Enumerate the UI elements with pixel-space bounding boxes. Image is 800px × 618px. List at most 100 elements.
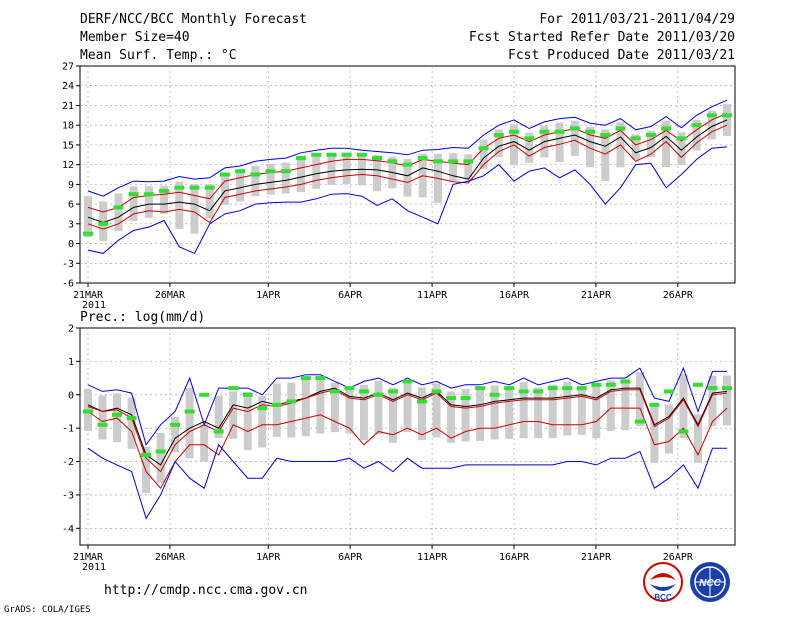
spread-box [447, 391, 456, 443]
spread-box [144, 186, 153, 218]
x-tick-label: 11APR [417, 290, 448, 301]
y-tick-label: 6 [68, 200, 74, 211]
climatology-marker [358, 389, 369, 394]
spread-box [156, 432, 165, 483]
climatology-marker [387, 389, 398, 394]
climatology-marker [463, 159, 474, 164]
spread-box [200, 424, 209, 462]
spread-box [646, 130, 655, 158]
spread-box [621, 380, 630, 431]
produced-date: Fcst Produced Date 2011/03/21 [508, 48, 735, 63]
forecast-period: For 2011/03/21-2011/04/29 [539, 12, 735, 27]
spread-box [479, 139, 488, 169]
spread-box [606, 380, 615, 431]
x-tick-label: 26APR [663, 552, 694, 563]
spread-box [175, 181, 184, 229]
spread-box [534, 387, 543, 439]
refer-date: Fcst Started Refer Date 2011/03/20 [468, 30, 735, 45]
spread-box [592, 384, 601, 439]
climatology-marker [174, 185, 185, 190]
y-tick-label: 3 [68, 219, 74, 230]
climatology-marker [432, 159, 443, 164]
climatology-marker [170, 422, 181, 427]
spread-box [577, 386, 586, 435]
spread-box [272, 383, 281, 437]
climatology-marker [83, 409, 93, 414]
y-tick-label: 1 [68, 357, 74, 368]
spread-box [345, 389, 354, 434]
spread-box [505, 387, 514, 439]
climatology-marker [722, 386, 732, 391]
climatology-marker [265, 169, 276, 174]
climatology-marker [204, 185, 215, 190]
climatology-marker [126, 416, 137, 421]
spread-box [127, 397, 136, 449]
climatology-marker [591, 382, 602, 387]
climatology-marker [554, 129, 565, 134]
spread-box [548, 384, 557, 439]
x-year-label: 2011 [82, 562, 106, 573]
climatology-marker [649, 402, 660, 407]
y-tick-label: 15 [62, 140, 74, 151]
spread-box [129, 186, 138, 222]
y-tick-label: -3 [62, 490, 74, 501]
series-line-ensemble-min [87, 443, 727, 520]
y-tick-label: 0 [68, 239, 74, 250]
x-tick-label: 21APR [581, 552, 612, 563]
spread-box [403, 381, 412, 433]
footer-url[interactable]: http://cmdp.ncc.cma.gov.cn [104, 583, 308, 598]
y-tick-label: 21 [62, 101, 74, 112]
spread-box [251, 165, 260, 197]
precipitation-panel: -4 -3 -2 -1 0 1 2 21MAR 26MAR 1APR 6APR 11APR 16APR 2… [62, 324, 736, 573]
climatology-marker [286, 399, 297, 404]
climatology-marker [569, 126, 580, 131]
series-line-ensemble-mean [87, 387, 728, 466]
temperature-panel: -6 -3 0 3 6 9 12 15 18 21 24 27 21MAR 26MAR 1APR 6APR 11… [62, 62, 736, 311]
series-line-ensemble-max [87, 366, 727, 446]
y-tick-label: 18 [62, 121, 74, 132]
spread-box [388, 387, 397, 443]
climatology-marker [691, 123, 702, 128]
climatology-marker [630, 136, 641, 141]
climatology-marker [159, 188, 170, 193]
spread-box [287, 382, 296, 438]
climatology-marker [315, 376, 326, 381]
spread-box [342, 152, 351, 185]
series-line-control [87, 389, 728, 473]
precip-label: Prec.: log(mm/d) [80, 310, 206, 325]
climatology-marker [300, 376, 311, 381]
climatology-marker [446, 396, 457, 401]
climatology-marker [707, 386, 718, 391]
climatology-marker [228, 386, 239, 391]
climatology-marker [329, 389, 340, 394]
climatology-marker [448, 159, 459, 164]
spread-box [99, 201, 108, 242]
climatology-marker [475, 386, 486, 391]
spread-box [220, 172, 229, 205]
climatology-marker [83, 231, 93, 236]
spread-box [281, 162, 290, 194]
spread-box [243, 392, 252, 451]
spread-box [214, 396, 223, 439]
climatology-marker [242, 392, 253, 397]
x-tick-label: 6APR [338, 552, 363, 563]
y-tick-label: -2 [62, 457, 74, 468]
climatology-marker [184, 409, 195, 414]
spread-box [677, 132, 686, 165]
climatology-marker [620, 379, 631, 384]
spread-box [461, 389, 470, 442]
y-tick-label: 0 [68, 390, 74, 401]
spread-box [185, 388, 194, 459]
spread-box [160, 185, 169, 214]
y-tick-label: -3 [62, 259, 74, 270]
y-tick-label: 24 [62, 81, 74, 92]
climatology-marker [417, 399, 428, 404]
spread-box [679, 374, 688, 439]
climatology-marker [189, 185, 200, 190]
x-tick-label: 26APR [663, 290, 694, 301]
bcc-logo-text: BCC [654, 593, 672, 602]
climatology-marker [661, 126, 672, 131]
climatology-marker [402, 379, 413, 384]
climatology-marker [431, 389, 442, 394]
climatology-marker [213, 429, 224, 434]
